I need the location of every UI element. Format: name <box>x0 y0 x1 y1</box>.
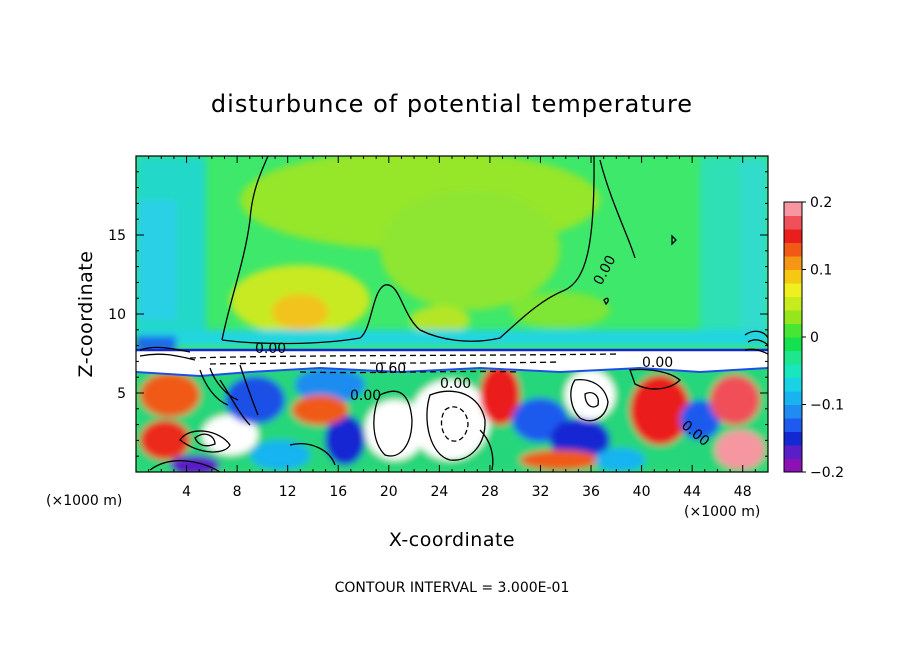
colorbar-swatch <box>784 337 802 351</box>
x-axis: 4 8 12 16 20 24 28 32 36 40 44 48 <box>148 156 756 500</box>
colorbar-tick-label: 0.1 <box>810 263 832 279</box>
colorbar-swatch <box>784 215 802 230</box>
colorbar-swatch <box>784 310 802 324</box>
colorbar-swatch <box>784 323 802 338</box>
y-tick-label: 10 <box>108 307 126 323</box>
x-tick-label: 40 <box>633 484 651 500</box>
colorbar <box>784 202 802 473</box>
colorbar-swatch <box>784 229 802 243</box>
plot-area: 0.00 0.60 0.00 0.00 0.00 0.00 0.00 <box>136 156 768 472</box>
contour-interval-note: CONTOUR INTERVAL = 3.000E-01 <box>335 580 570 596</box>
x-tick-label: 32 <box>532 484 550 500</box>
colorbar-swatch <box>784 242 802 257</box>
colorbar-swatch <box>784 202 802 216</box>
x-tick-label: 44 <box>683 484 701 500</box>
x-tick-label: 20 <box>380 484 398 500</box>
z-unit-label: (×1000 m) <box>46 493 122 509</box>
contour-lines <box>139 156 768 472</box>
chart-title: disturbunce of potential temperature <box>211 90 693 118</box>
colorbar-swatch <box>784 431 802 446</box>
x-tick-label: 24 <box>430 484 448 500</box>
colorbar-swatch <box>784 269 802 284</box>
contour-label: 0.00 <box>642 355 673 371</box>
colorbar-swatch <box>784 364 802 378</box>
colorbar-tick-label: −0.2 <box>810 465 844 481</box>
colorbar-swatch <box>784 283 802 297</box>
colorbar-swatch <box>784 404 802 419</box>
x-unit-label: (×1000 m) <box>684 504 760 520</box>
contour-label: 0.60 <box>375 361 406 377</box>
x-tick-label: 36 <box>582 484 600 500</box>
colorbar-tick-label: 0.2 <box>810 195 832 211</box>
x-tick-label: 16 <box>329 484 347 500</box>
y-axis: 5 10 15 <box>108 171 768 457</box>
y-tick-label: 15 <box>108 228 126 244</box>
colorbar-swatch <box>784 458 802 473</box>
colorbar-tick-label: −0.1 <box>810 398 844 414</box>
colorbar-swatch <box>784 418 802 432</box>
x-tick-label: 48 <box>734 484 752 500</box>
x-tick-label: 4 <box>182 484 191 500</box>
colorbar-swatch <box>784 256 802 270</box>
y-axis-title: Z-coordinate <box>75 251 97 378</box>
colorbar-swatch <box>784 350 802 365</box>
x-tick-label: 28 <box>481 484 499 500</box>
contour-label: 0.00 <box>255 341 286 357</box>
heatmap-field <box>136 156 768 472</box>
x-tick-label: 8 <box>233 484 242 500</box>
colorbar-ticks: 0.2 0.1 0 −0.1 −0.2 <box>802 195 844 481</box>
colorbar-tick-label: 0 <box>810 330 819 346</box>
contour-label: 0.00 <box>440 376 471 392</box>
y-tick-label: 5 <box>117 386 126 402</box>
colorbar-swatch <box>784 377 802 392</box>
colorbar-swatch <box>784 445 802 459</box>
colorbar-swatch <box>784 391 802 405</box>
contour-label: 0.00 <box>350 388 381 404</box>
x-tick-label: 12 <box>279 484 297 500</box>
colorbar-swatch <box>784 296 802 311</box>
x-axis-title: X-coordinate <box>389 529 515 551</box>
